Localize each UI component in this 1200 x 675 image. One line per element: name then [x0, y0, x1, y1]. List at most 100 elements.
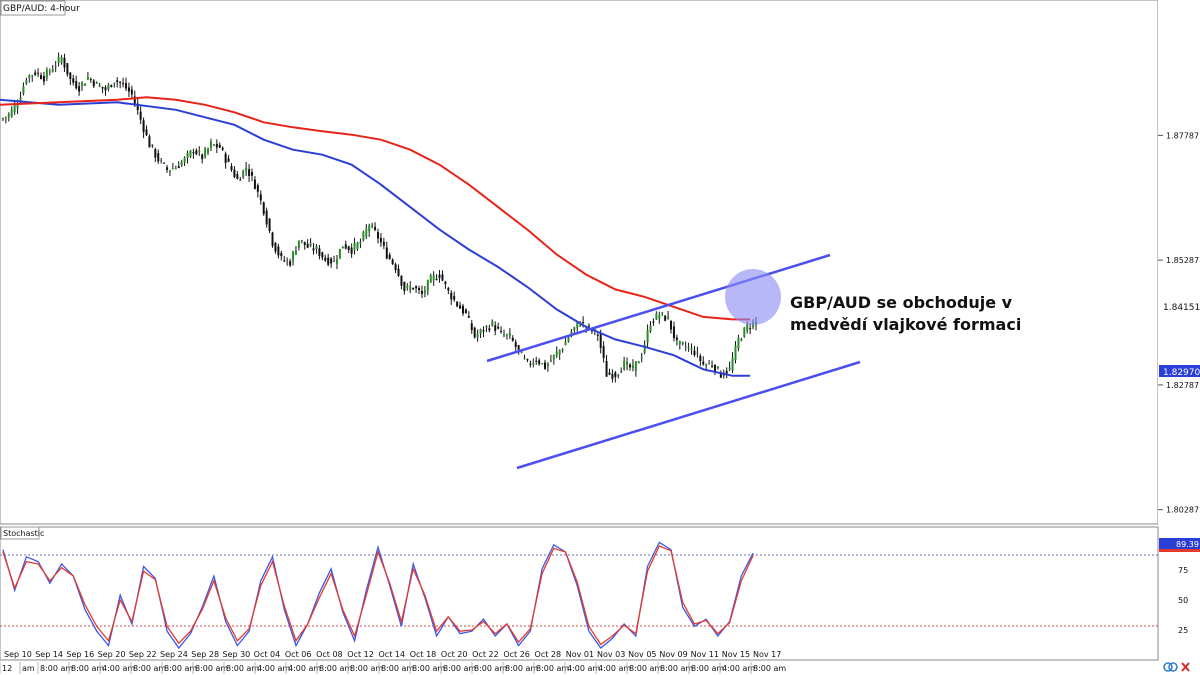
x-date-label: Oct 04 [254, 650, 281, 659]
price-tick-label: 1.87787 [1166, 131, 1199, 140]
candle-body [66, 63, 69, 75]
candle-body [382, 241, 385, 246]
x-time-label: 8:00 am [164, 664, 197, 673]
stochastic-value-label: 89.39 [1176, 540, 1199, 549]
x-date-label: Sep 14 [35, 650, 63, 659]
candle-body [28, 75, 31, 79]
candle-body [324, 257, 327, 261]
candle-body [256, 185, 259, 192]
x-time-label: 8:00 am [536, 664, 569, 673]
candle-body [25, 80, 28, 84]
candle-body [207, 148, 210, 153]
close-icon[interactable] [1181, 662, 1190, 672]
candle-body [353, 242, 356, 251]
candle-body [587, 325, 590, 327]
candle-body [379, 237, 382, 243]
candle-body [51, 69, 54, 72]
x-time-label: 8:00 am [629, 664, 662, 673]
candle-body [189, 150, 192, 157]
candle-body [646, 329, 649, 343]
price-axis-ticks: 1.87787 1.85287 1.82787 1.80287 [1158, 131, 1199, 515]
candle-body [309, 243, 312, 246]
candle-body [696, 352, 699, 354]
channel-upper-line [486, 253, 831, 363]
candle-body [122, 83, 125, 85]
candle-body [183, 157, 186, 163]
candle-body [397, 268, 400, 276]
candle-body [719, 372, 722, 378]
candle-body [136, 103, 139, 111]
candle-body [429, 275, 432, 283]
candle-body [658, 315, 661, 319]
candle-body [318, 248, 321, 256]
candle-body [69, 72, 72, 80]
candle-body [239, 179, 242, 181]
x-date-label: Nov 03 [597, 650, 625, 659]
candle-body [130, 89, 133, 95]
candle-body [438, 274, 441, 278]
candle-body [157, 153, 160, 162]
chart-annotation-line1: GBP/AUD se obchoduje v [790, 293, 1013, 312]
candle-body [10, 109, 13, 117]
candle-body [391, 259, 394, 265]
candle-body [617, 374, 620, 376]
candle-body [1, 118, 4, 120]
x-date-label: Sep 28 [191, 650, 219, 659]
candle-body [538, 360, 541, 365]
candle-body [517, 345, 520, 350]
candle-body [508, 333, 511, 337]
price-pane [0, 0, 1159, 525]
x-date-label: Sep 22 [129, 650, 157, 659]
candle-body [86, 77, 89, 80]
candle-body [60, 56, 63, 63]
x-time-label: 4:00 am [598, 664, 631, 673]
candle-body [151, 144, 154, 146]
x-date-label: Oct 26 [503, 650, 530, 659]
candle-body [166, 167, 169, 170]
candle-body [125, 82, 127, 89]
x-date-label: Nov 05 [628, 650, 656, 659]
x-date-label: Oct 20 [441, 650, 468, 659]
x-time-label: 8:00 am [195, 664, 228, 673]
chain-icon[interactable] [1163, 662, 1178, 672]
candle-body [350, 247, 353, 254]
candle-body [212, 144, 215, 146]
candle-body [737, 337, 740, 349]
candle-body [113, 82, 116, 84]
candle-body [280, 252, 283, 256]
candle-body [420, 290, 423, 294]
candle-body [514, 342, 517, 347]
candle-body [482, 330, 485, 332]
candle-body [614, 372, 617, 378]
candle-body [746, 324, 749, 331]
candle-body [22, 86, 25, 94]
candle-body [277, 246, 280, 256]
candle-body [45, 69, 48, 79]
candle-body [104, 87, 107, 91]
candle-body [54, 66, 57, 68]
candle-body [546, 363, 549, 366]
candle-body [83, 83, 86, 86]
candle-body [637, 361, 640, 364]
x-date-label: Nov 17 [753, 650, 781, 659]
candle-body [611, 373, 614, 379]
candle-body [371, 224, 374, 227]
candle-body [356, 242, 359, 249]
candle-body [224, 153, 227, 163]
chart-annotation-line2: medvědí vlajkové formaci [790, 315, 1021, 334]
candle-body [248, 169, 251, 176]
candle-body [95, 82, 98, 84]
candle-body [359, 241, 362, 244]
candle-body [541, 363, 544, 365]
candle-body [590, 330, 593, 332]
candle-body [347, 246, 350, 251]
candle-body [139, 111, 142, 120]
candle-body [655, 313, 658, 320]
candle-body [558, 349, 561, 355]
x-time-label: 4:00 am [288, 664, 321, 673]
candle-body [467, 316, 470, 318]
candle-body [690, 348, 693, 351]
candle-body [274, 242, 277, 252]
candle-body [230, 166, 233, 171]
candle-body [195, 150, 198, 155]
